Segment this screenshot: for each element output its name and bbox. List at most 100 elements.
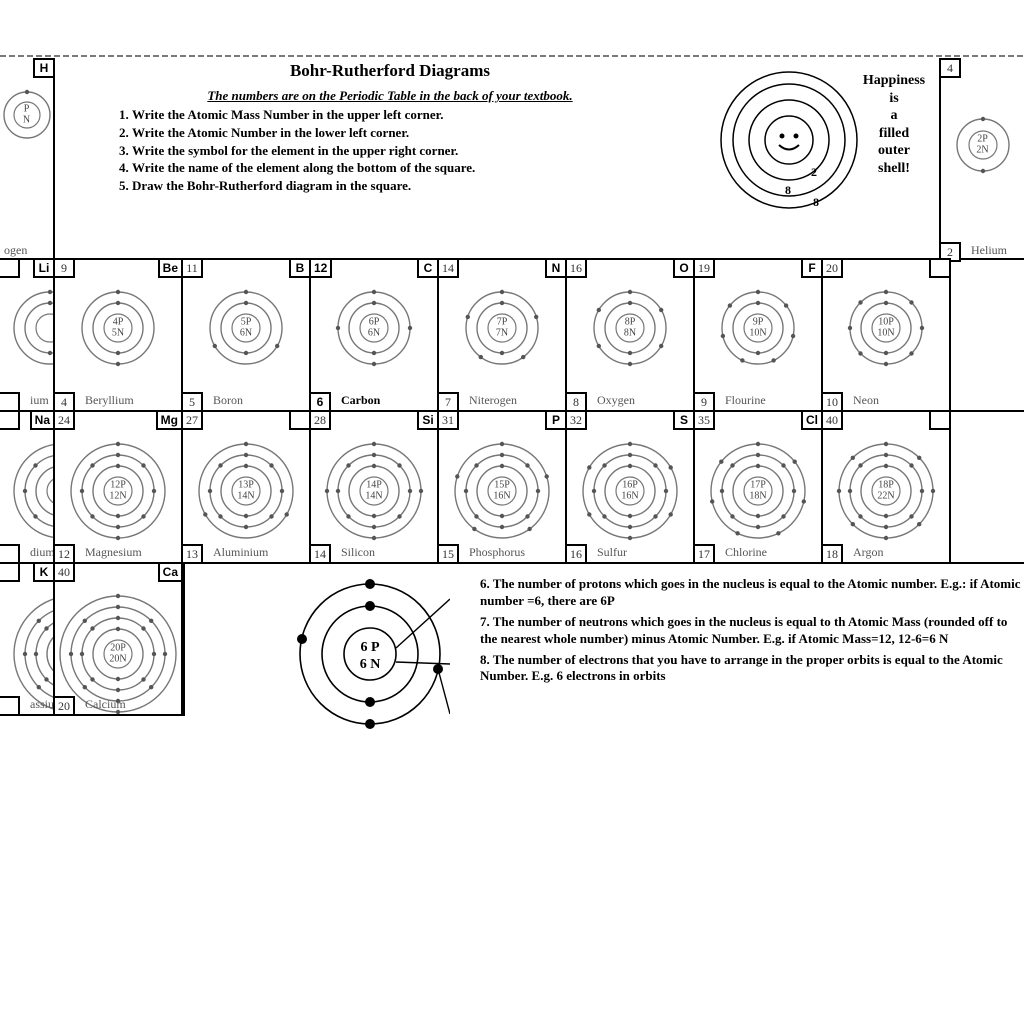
bohr-diagram: 6P6N [334,288,414,368]
element-cell: 19F99P10NFlourine [695,260,823,410]
mass-corner: 28 [309,410,331,430]
element-name: Sulfur [597,545,689,560]
bohr-diagram: 8P8N [590,288,670,368]
symbol-corner: Ca [158,562,183,582]
element-row-2: Li ium9Be44P5NBeryllium11B55P6NBoron12C6… [0,260,1024,412]
instruction-item: Write the Atomic Mass Number in the uppe… [132,106,670,124]
bohr-diagram: 7P7N [462,288,542,368]
symbol-corner: C [417,258,439,278]
mass-corner: 24 [53,410,75,430]
legend-text: 6. The number of protons which goes in t… [480,576,1024,689]
mass-corner: 27 [181,410,203,430]
element-cell: 401818P22NArgon [823,412,951,562]
atnum-corner: 14 [309,544,331,564]
page-subtitle: The numbers are on the Periodic Table in… [110,87,670,105]
element-row-4: K PNassium 40Ca2020P20NCalcium [0,564,185,716]
symbol-corner: P [545,410,567,430]
element-cell: 12 C 6 6P6N Carbon [311,260,439,410]
symbol-corner: N [545,258,567,278]
mass-corner: 40 [821,410,843,430]
element-name: Carbon [341,393,433,408]
element-name: Magnesium [85,545,177,560]
symbol-corner [929,410,951,430]
element-name: dium [30,545,49,560]
mass-corner: 20 [821,258,843,278]
element-cell: 40Ca2020P20NCalcium [55,564,183,714]
atnum-corner: 10 [821,392,843,412]
element-cell: Li ium [0,260,55,410]
element-name: Argon [853,545,945,560]
element-name: ium [30,393,49,408]
bottom-section: KPNassium40Ca2020P20NCalcium 6 P6 N 6. T… [0,564,1024,734]
element-cell: 28Si1414P14NSilicon [311,412,439,562]
mass-corner [0,260,20,278]
mass-corner: 11 [181,258,203,278]
mass-corner: 31 [437,410,459,430]
mass-corner [0,564,20,582]
atnum-corner: 8 [565,392,587,412]
atnum-corner: 12 [53,544,75,564]
element-cell: K PNassium [0,564,55,714]
atnum-corner [0,544,20,562]
bohr-diagram: 18P22N [835,440,937,542]
mass-corner [0,412,20,430]
happiness-caption: Happiness is a filled outer shell! [854,72,934,177]
element-name: ogen [4,243,49,258]
element-cell: 35Cl1717P18NChlorine [695,412,823,562]
cell-helium: 4 2 2P2N Helium [939,60,1024,260]
legend-point: 6. The number of protons which goes in t… [480,576,1024,610]
svg-text:2: 2 [811,165,817,179]
element-name: Chlorine [725,545,817,560]
legend-point: 7. The number of neutrons which goes in … [480,614,1024,648]
bohr-diagram [10,440,55,542]
atnum-corner: 13 [181,544,203,564]
mass-corner: 32 [565,410,587,430]
bohr-diagram [10,288,55,368]
element-name: Beryllium [85,393,177,408]
element-name: Oxygen [597,393,689,408]
element-cell: 32S1616P16NSulfur [567,412,695,562]
bohr-diagram: 9P10N [718,288,798,368]
bohr-diagram: 13P14N [195,440,297,542]
atnum-corner: 4 [53,392,75,412]
element-name: Boron [213,393,305,408]
bohr-diagram: 5P6N [206,288,286,368]
mass-corner: 19 [693,258,715,278]
atnum-corner: 6 [309,392,331,412]
element-name: Aluminium [213,545,305,560]
instruction-item: Draw the Bohr-Rutherford diagram in the … [132,177,670,195]
element-row-3: Nadium24Mg1212P12NMagnesium271313P14NAlu… [0,412,1024,564]
element-name: assium [30,697,49,712]
element-cell: 14N77P7NNiterogen [439,260,567,410]
atnum-corner: 15 [437,544,459,564]
symbol-corner: F [801,258,823,278]
element-cell: 11B55P6NBoron [183,260,311,410]
atnum-corner: 5 [181,392,203,412]
happiness-diagram: 288 [719,70,859,210]
atnum-corner [0,392,20,410]
worksheet-page: H PN ogen Bohr-Rutherford Diagrams The n… [0,60,1024,734]
instruction-list: Write the Atomic Mass Number in the uppe… [132,106,670,194]
svg-text:8: 8 [813,195,819,209]
mass-corner: 16 [565,258,587,278]
bohr-diagram: 10P10N [846,288,926,368]
element-name: Calcium [85,697,177,712]
bohr-diagram: 14P14N [323,440,425,542]
element-name: Niterogen [469,393,561,408]
atnum-corner: 16 [565,544,587,564]
mass-corner: 35 [693,410,715,430]
element-cell: 24Mg1212P12NMagnesium [55,412,183,562]
instruction-item: Write the Atomic Number in the lower lef… [132,124,670,142]
instruction-item: Write the name of the element along the … [132,159,670,177]
symbol-corner: Na [30,412,55,430]
element-cell: 16O88P8NOxygen [567,260,695,410]
bohr-diagram: 12P12N [67,440,169,542]
bohr-diagram: PN [10,592,55,714]
mass-corner: 12 [309,258,332,278]
legend-point: 8. The number of electrons that you have… [480,652,1024,686]
symbol-corner: Si [417,410,439,430]
instructions-block: Bohr-Rutherford Diagrams The numbers are… [110,60,670,194]
symbol-corner: H [33,58,55,78]
element-cell: 9Be44P5NBeryllium [55,260,183,410]
symbol-corner: K [33,564,55,582]
